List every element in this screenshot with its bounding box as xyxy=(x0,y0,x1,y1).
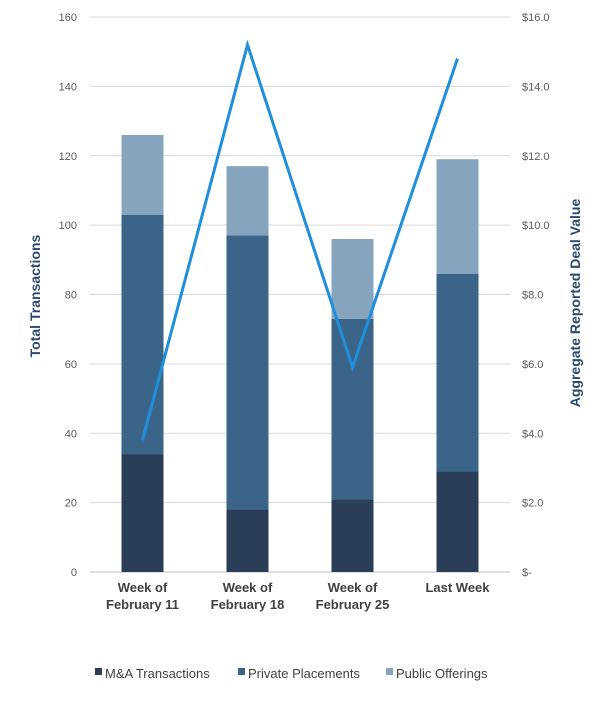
category-label: Week of February 18 xyxy=(211,580,285,612)
legend-item: Public Offerings xyxy=(386,666,488,681)
bar-segment xyxy=(331,499,374,572)
legend-swatch xyxy=(95,668,102,675)
right-tick-label: $8.0 xyxy=(522,290,543,302)
bar-segment xyxy=(121,454,164,572)
deal-value-polyline xyxy=(141,39,459,441)
right-tick-label: $6.0 xyxy=(522,359,543,371)
legend-label: Private Placements xyxy=(248,666,360,681)
right-tick-label: $2.0 xyxy=(522,498,543,510)
bar-segment xyxy=(121,134,164,215)
legend: M&A Transactions Private Placements Public… xyxy=(95,666,488,681)
legend-label: Public Offerings xyxy=(396,666,488,681)
right-tick-label: $14.0 xyxy=(522,81,550,93)
right-tick-label: $10.0 xyxy=(522,220,550,232)
bar-segment xyxy=(226,235,269,510)
right-tick-label: $12.0 xyxy=(522,151,550,163)
bar-segment xyxy=(226,166,269,236)
left-tick-label: 120 xyxy=(59,151,77,163)
category-label: Week of February 25 xyxy=(316,580,390,612)
bar-segment xyxy=(436,159,479,274)
legend-swatch xyxy=(386,668,393,675)
legend-label: M&A Transactions xyxy=(105,666,210,681)
legend-item: Private Placements xyxy=(238,666,360,681)
left-axis-ticks: 0 20 40 60 80 100 120 140 160 xyxy=(59,12,77,579)
left-tick-label: 80 xyxy=(65,290,77,302)
right-axis-title: Aggregate Reported Deal Value xyxy=(567,199,583,408)
left-tick-label: 100 xyxy=(59,220,77,232)
left-axis-title: Total Transactions xyxy=(27,234,43,357)
left-tick-label: 20 xyxy=(65,498,77,510)
right-tick-label: $4.0 xyxy=(522,428,543,440)
legend-item: M&A Transactions xyxy=(95,666,210,681)
bar-segment xyxy=(331,239,374,319)
bar-segment xyxy=(436,273,479,472)
bar-segment xyxy=(121,214,164,455)
right-tick-label: $- xyxy=(522,567,532,579)
left-tick-label: 160 xyxy=(59,12,77,24)
bar-segment xyxy=(331,318,374,500)
left-tick-label: 40 xyxy=(65,428,77,440)
legend-swatch xyxy=(238,668,245,675)
category-label: Last Week xyxy=(425,580,490,595)
bar-segment xyxy=(226,509,269,572)
right-axis-ticks: $- $2.0 $4.0 $6.0 $8.0 $10.0 $12.0 $14.0 $16.0 xyxy=(522,12,550,579)
category-label: Week of February 11 xyxy=(106,580,179,612)
right-tick-label: $16.0 xyxy=(522,12,550,24)
left-tick-label: 0 xyxy=(71,567,77,579)
bars xyxy=(121,134,479,572)
deal-value-line xyxy=(141,39,459,441)
bar-segment xyxy=(436,471,479,572)
left-tick-label: 60 xyxy=(65,359,77,371)
left-tick-label: 140 xyxy=(59,81,77,93)
category-labels: Week of February 11 Week of February 18 Week… xyxy=(106,580,490,612)
